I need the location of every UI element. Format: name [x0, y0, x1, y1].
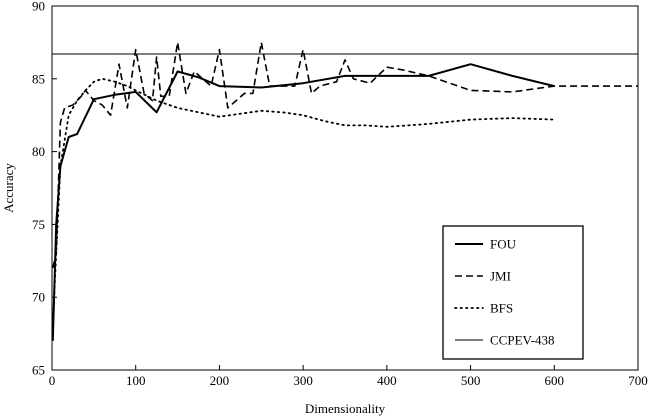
series-line-bfs — [51, 77, 556, 328]
legend-label: JMI — [490, 269, 511, 284]
series-layer — [51, 41, 638, 341]
y-tick-label: 80 — [32, 144, 45, 159]
y-tick-label: 70 — [32, 290, 45, 305]
series-line-fou — [51, 63, 555, 341]
y-tick-label: 65 — [32, 363, 45, 378]
y-axis-ticks: 65 70 75 80 85 90 — [32, 0, 57, 378]
legend-label: CCPEV-438 — [490, 333, 555, 348]
x-tick-label: 700 — [628, 373, 648, 388]
x-tick-label: 300 — [293, 373, 313, 388]
legend-label: FOU — [490, 237, 517, 252]
x-tick-label: 600 — [545, 373, 565, 388]
x-tick-label: 500 — [461, 373, 481, 388]
x-tick-label: 400 — [377, 373, 397, 388]
x-axis-ticks: 0 100 200 300 400 500 600 700 — [49, 365, 648, 388]
legend: FOU JMI BFS CCPEV-438 — [442, 225, 584, 360]
y-tick-label: 85 — [32, 71, 45, 86]
y-tick-label: 90 — [32, 0, 45, 14]
x-tick-label: 0 — [49, 373, 56, 388]
x-axis-title: Dimensionality — [305, 401, 386, 416]
y-axis-title: Accuracy — [1, 163, 16, 213]
plot-frame — [51, 5, 639, 371]
series-line-jmi — [52, 41, 638, 269]
x-tick-label: 100 — [126, 373, 146, 388]
x-tick-label: 200 — [210, 373, 230, 388]
y-tick-label: 75 — [32, 217, 45, 232]
legend-label: BFS — [490, 301, 513, 316]
legend-box — [442, 225, 584, 360]
